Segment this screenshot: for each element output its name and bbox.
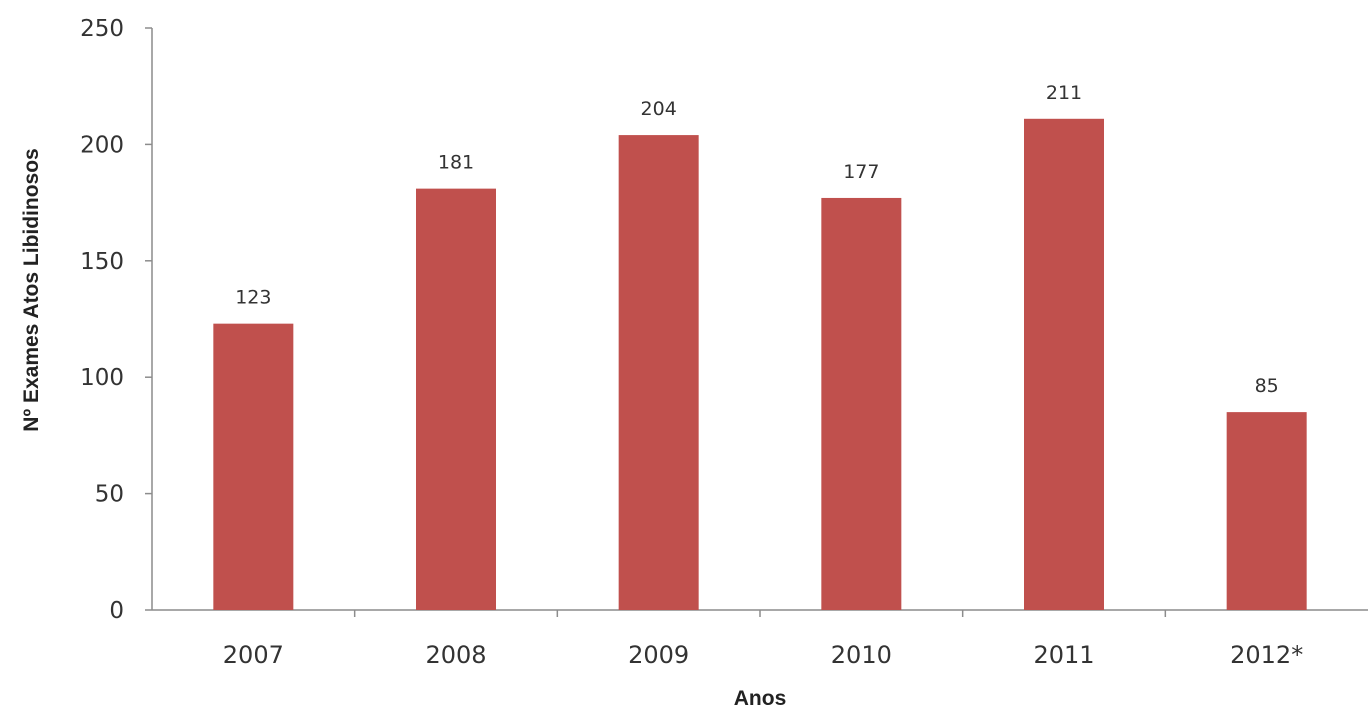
- x-tick-label: 2012*: [1230, 641, 1303, 669]
- data-label: 181: [438, 152, 474, 174]
- y-tick-label: 150: [80, 249, 124, 275]
- x-tick-label: 2011: [1033, 641, 1094, 669]
- y-tick-label: 200: [80, 132, 124, 158]
- plot-area: 0 50 100 150 200 250 2007 2008 2009 2010 2011 2012…: [80, 16, 1368, 669]
- x-tick-label: 2009: [628, 641, 689, 669]
- bar-2008: [416, 188, 496, 610]
- data-labels: 123 181 204 177 211 85: [235, 82, 1279, 397]
- data-label: 204: [641, 98, 677, 120]
- y-tick-label: 50: [95, 482, 124, 508]
- y-tick-label: 100: [80, 365, 124, 391]
- data-label: 177: [843, 161, 879, 183]
- y-axis-title: Nº Exames Atos Libidinosos: [20, 148, 43, 431]
- x-tick-label: 2010: [831, 641, 892, 669]
- data-label: 211: [1046, 82, 1082, 104]
- bar-2010: [821, 197, 902, 610]
- bar-2011: [1024, 118, 1104, 611]
- x-tick-label: 2008: [425, 641, 486, 669]
- y-tick-label: 250: [80, 16, 124, 42]
- data-label: 123: [235, 287, 271, 309]
- x-axis-ticks: 2007 2008 2009 2010 2011 2012*: [223, 610, 1303, 669]
- bars: [213, 118, 1307, 611]
- bar-2012: [1226, 412, 1307, 610]
- bar-2007: [213, 323, 294, 610]
- y-tick-label: 0: [109, 598, 124, 624]
- bar-2009: [618, 135, 699, 610]
- data-label: 85: [1255, 375, 1279, 397]
- x-axis-title: Anos: [734, 687, 787, 710]
- x-tick-label: 2007: [223, 641, 284, 669]
- y-axis-ticks: 0 50 100 150 200 250: [80, 16, 152, 624]
